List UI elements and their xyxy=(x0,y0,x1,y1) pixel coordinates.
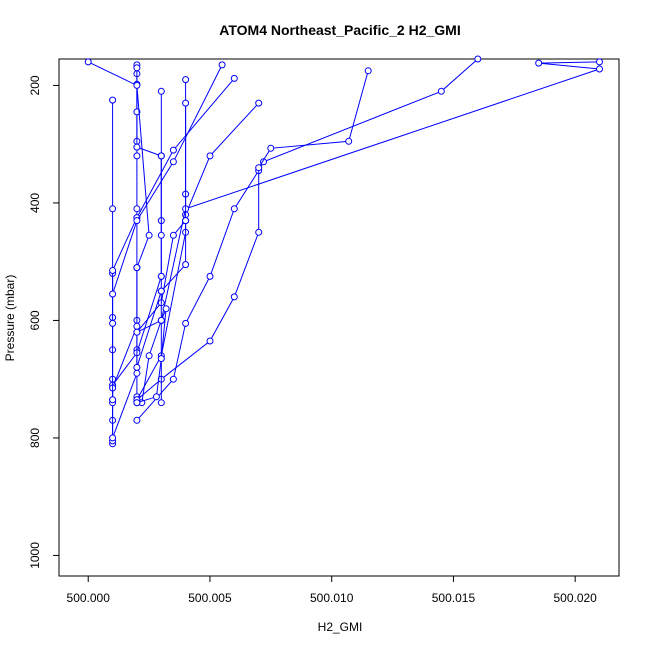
data-point xyxy=(133,152,141,160)
data-point xyxy=(169,158,177,166)
y-axis-label: Pressure (mbar) xyxy=(3,275,17,362)
data-point xyxy=(133,108,141,116)
series-13 xyxy=(133,305,170,407)
data-point xyxy=(364,67,372,75)
data-point xyxy=(133,416,141,424)
data-point xyxy=(133,217,141,225)
y-tick-label: 600 xyxy=(28,310,42,330)
data-point xyxy=(596,58,603,66)
data-point xyxy=(437,87,445,95)
data-point xyxy=(345,137,353,145)
data-point xyxy=(182,76,190,84)
series-line xyxy=(112,78,235,400)
data-point xyxy=(109,396,117,404)
data-point xyxy=(162,305,170,313)
x-tick-label: 500.005 xyxy=(188,591,232,605)
data-point xyxy=(109,96,117,104)
data-point xyxy=(109,290,117,298)
data-point xyxy=(255,164,263,172)
series-4 xyxy=(109,76,190,442)
y-axis: 200 400 600 800 1000 xyxy=(28,75,59,569)
data-point xyxy=(267,144,275,152)
data-point xyxy=(230,205,238,213)
data-point xyxy=(133,81,141,89)
data-point xyxy=(157,152,165,160)
data-point xyxy=(109,267,117,274)
data-point xyxy=(255,228,263,236)
data-point xyxy=(157,272,165,280)
series-line xyxy=(136,58,479,421)
data-point xyxy=(145,231,153,239)
y-tick-label: 800 xyxy=(28,428,42,448)
data-point xyxy=(152,393,160,401)
data-point xyxy=(169,375,177,383)
y-tick-label: 400 xyxy=(28,193,42,213)
data-point xyxy=(133,322,141,330)
series-10 xyxy=(133,67,372,404)
data-point xyxy=(133,64,141,72)
data-point xyxy=(182,217,190,225)
data-point xyxy=(133,205,141,213)
x-axis-label: H2_GMI xyxy=(318,620,363,634)
series-8 xyxy=(133,99,263,404)
series-line xyxy=(136,61,600,404)
data-point xyxy=(133,264,141,272)
series-14 xyxy=(133,99,190,371)
data-point xyxy=(133,363,141,371)
data-point xyxy=(182,319,190,327)
series-7 xyxy=(109,61,226,298)
data-point xyxy=(157,87,165,95)
data-point xyxy=(218,61,226,69)
x-tick-label: 500.010 xyxy=(310,591,354,605)
data-point xyxy=(182,99,190,107)
series-6 xyxy=(109,74,238,404)
data-point xyxy=(145,352,153,360)
data-point xyxy=(157,355,165,363)
y-tick-label: 1000 xyxy=(28,542,42,569)
series-11 xyxy=(133,58,603,407)
series-layer xyxy=(84,55,603,448)
plot-frame xyxy=(58,58,620,577)
data-point xyxy=(133,399,141,407)
data-point xyxy=(133,369,141,377)
data-point xyxy=(535,59,543,67)
x-tick-label: 500.000 xyxy=(67,591,111,605)
series-line xyxy=(112,64,223,295)
y-tick-label: 200 xyxy=(28,75,42,95)
x-axis: 500.000 500.005 500.010 500.015 500.020 xyxy=(67,576,597,605)
data-point xyxy=(157,231,165,239)
series-5 xyxy=(84,58,153,407)
series-line xyxy=(136,102,260,401)
data-point xyxy=(109,205,117,213)
data-point xyxy=(206,272,214,280)
data-point xyxy=(474,55,482,63)
data-point xyxy=(157,399,165,407)
data-point xyxy=(169,146,177,154)
data-point xyxy=(206,337,214,345)
data-point xyxy=(84,58,92,66)
data-point xyxy=(109,319,117,327)
data-point xyxy=(182,261,190,269)
data-point xyxy=(206,152,214,160)
data-point xyxy=(255,99,263,107)
data-point xyxy=(169,231,177,239)
data-point xyxy=(133,328,141,336)
data-point xyxy=(230,74,238,82)
x-tick-label: 500.020 xyxy=(553,591,597,605)
data-point xyxy=(596,65,603,73)
data-point xyxy=(157,316,165,324)
chart-title: ATOM4 Northeast_Pacific_2 H2_GMI xyxy=(219,22,460,38)
data-point xyxy=(133,143,141,151)
data-point xyxy=(109,434,117,442)
data-point xyxy=(157,287,165,295)
x-tick-label: 500.015 xyxy=(432,591,476,605)
data-point xyxy=(230,293,238,301)
